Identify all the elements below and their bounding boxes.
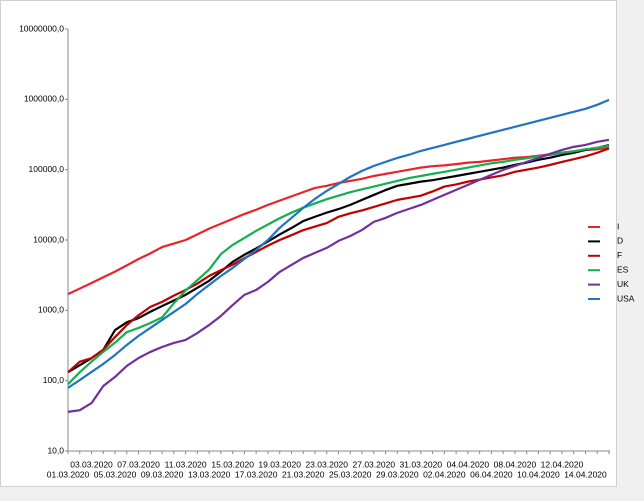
x-tick-label: 01.03.2020 — [47, 469, 90, 479]
x-tick-label: 07.03.2020 — [117, 459, 160, 469]
x-tick-label: 08.04.2020 — [494, 459, 537, 469]
chart-frame — [0, 0, 617, 487]
x-tick-label: 05.03.2020 — [94, 469, 137, 479]
x-tick-label: 17.03.2020 — [235, 469, 278, 479]
x-tick-label: 04.04.2020 — [447, 459, 490, 469]
x-tick-label: 15.03.2020 — [211, 459, 254, 469]
x-tick-label: 13.03.2020 — [188, 469, 231, 479]
legend-label: F — [617, 250, 622, 260]
x-tick-label: 27.03.2020 — [353, 459, 396, 469]
x-tick-label: 31.03.2020 — [400, 459, 443, 469]
x-tick-label: 14.04.2020 — [564, 469, 607, 479]
legend-label: I — [617, 221, 619, 231]
legend-label: D — [617, 236, 623, 246]
x-tick-label: 06.04.2020 — [470, 469, 513, 479]
x-tick-label: 19.03.2020 — [258, 459, 301, 469]
legend-label: UK — [617, 279, 629, 289]
x-tick-label: 10.04.2020 — [517, 469, 560, 479]
x-tick-label: 29.03.2020 — [376, 469, 419, 479]
y-tick-label: 100,0 — [43, 375, 65, 385]
x-tick-label: 25.03.2020 — [329, 469, 372, 479]
x-tick-label: 09.03.2020 — [141, 469, 184, 479]
series-line — [67, 138, 610, 413]
y-tick-label: 10,0 — [47, 445, 64, 455]
series-line — [67, 144, 610, 385]
y-tick-label: 1000,0 — [38, 305, 64, 315]
series-line — [67, 98, 610, 389]
x-tick-label: 11.03.2020 — [165, 459, 207, 469]
legend-label: USA — [617, 293, 635, 303]
x-tick-label: 02.04.2020 — [423, 469, 466, 479]
x-tick-label: 03.03.2020 — [70, 459, 113, 469]
y-tick-label: 100000,0 — [29, 164, 65, 174]
x-tick-label: 21.03.2020 — [282, 469, 325, 479]
x-tick-label: 12.04.2020 — [541, 459, 584, 469]
right-strip — [617, 0, 644, 501]
series-line — [67, 147, 610, 374]
legend-label: ES — [617, 264, 629, 274]
x-tick-label: 23.03.2020 — [305, 459, 348, 469]
y-tick-label: 10000,0 — [33, 234, 64, 244]
y-tick-label: 10000000,0 — [19, 23, 64, 33]
y-tick-label: 1000000,0 — [24, 94, 64, 104]
bottom-strip — [0, 487, 644, 501]
